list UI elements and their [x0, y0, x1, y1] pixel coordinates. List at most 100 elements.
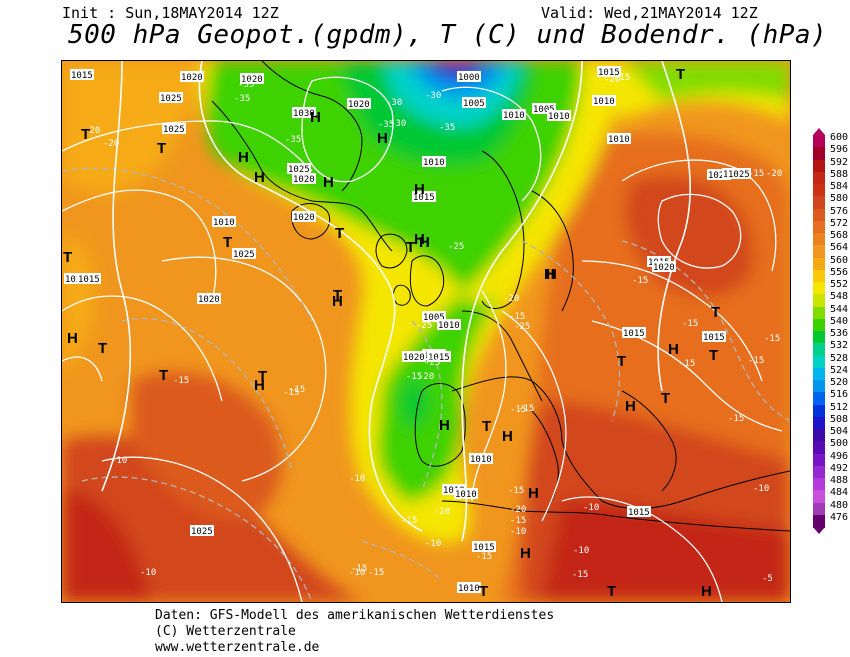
legend-value: 528 [830, 352, 849, 364]
pressure-label: 1015 [597, 66, 621, 78]
pressure-label-text: 1010 [593, 97, 615, 107]
legend-swatch [813, 196, 825, 209]
temperature-label: -15 [368, 568, 384, 578]
legend-swatch [813, 331, 825, 344]
pressure-label-box [627, 506, 651, 517]
temperature-label: -15 [173, 376, 189, 386]
high-pressure-marker: H [544, 266, 555, 283]
copyright: (C) Wetterzentrale [155, 624, 296, 639]
legend-value: 504 [830, 426, 849, 437]
pressure-label-box [532, 103, 556, 114]
temperature-label: -25 [514, 322, 530, 332]
temperature-label: -15 [572, 570, 588, 580]
low-pressure-marker: T [63, 249, 72, 266]
pressure-label-text: 1025 [160, 94, 182, 104]
legend-swatch [813, 233, 825, 246]
pressure-label-text: 1025 [65, 275, 87, 285]
high-pressure-marker: H [419, 234, 430, 251]
pressure-label-box [472, 541, 496, 552]
temperature-label: -10 [753, 484, 769, 494]
low-pressure-marker: T [709, 347, 718, 364]
legend-swatch [813, 514, 825, 528]
isotherm-7 [361, 540, 443, 582]
pressure-label: 1010 [592, 95, 616, 107]
temperature-label: -15 [289, 385, 305, 395]
pressure-label: 1020 [652, 261, 676, 273]
temperature-label: -10 [425, 539, 441, 549]
low-pressure-marker: T [711, 304, 720, 321]
temperature-label: -25 [448, 242, 464, 252]
pressure-label-box [502, 109, 526, 120]
legend-value: 600 [830, 132, 849, 143]
pressure-label-text: 1015 [473, 543, 495, 553]
field-sw-core [132, 371, 282, 521]
pressure-label: 1010 [502, 109, 526, 121]
field-africa [542, 501, 790, 602]
legend-swatch [813, 135, 825, 148]
legend-swatch [813, 429, 825, 442]
pressure-label-box [162, 123, 186, 134]
pressure-label-text: 1010 [458, 584, 480, 594]
pressure-label-box [159, 92, 183, 103]
legend-swatch [813, 245, 825, 258]
legend-value: 588 [830, 168, 849, 180]
coast-north-africa [441, 500, 790, 532]
legend-swatch [813, 453, 825, 467]
temperature-label: -25 [424, 358, 440, 368]
pressure-label-box [462, 97, 486, 108]
contour-2 [461, 61, 583, 542]
isobar-7 [501, 310, 567, 522]
temperature-label: -15 [510, 405, 526, 415]
pressure-label-text: 1010 [455, 490, 477, 500]
pressure-label: 1010 [437, 319, 461, 331]
high-pressure-marker: H [546, 266, 557, 283]
temperature-label: -5 [762, 574, 773, 584]
pressure-label: 1015 [412, 191, 436, 203]
temperature-label: -10 [349, 568, 365, 578]
low-pressure-marker: T [617, 353, 626, 370]
pressure-label-box [422, 156, 446, 167]
website: www.wetterzentrale.de [155, 640, 320, 655]
legend-swatch [813, 282, 825, 295]
low-pressure-marker: T [159, 367, 168, 384]
legend-value: 548 [830, 291, 849, 303]
pressure-label-text: 1010 [503, 111, 525, 121]
pressure-label-box [427, 351, 451, 362]
legend-swatch [813, 392, 825, 405]
pressure-label: 1020 [180, 71, 204, 83]
pressure-label-box [422, 311, 446, 322]
temperature-label: -15 [748, 169, 764, 179]
pressure-label-text: 1010 [548, 112, 570, 122]
coast-ireland [393, 284, 411, 306]
low-pressure-marker: T [258, 368, 267, 385]
pressure-label-box [212, 216, 236, 227]
legend-value: 540 [830, 315, 849, 327]
pressure-label-text: 1020 [293, 213, 315, 223]
pressure-label: 1010 [457, 582, 481, 594]
pressure-label: 1005 [462, 97, 486, 109]
high-pressure-marker: H [254, 169, 265, 186]
legend-swatch [813, 404, 825, 418]
field-ne-green [622, 61, 790, 101]
pressure-label-box [607, 133, 631, 144]
pressure-label-text: 1015 [413, 193, 435, 203]
legend-swatch [813, 294, 825, 307]
legend-value: 508 [830, 413, 849, 425]
pressure-label: 1030 [292, 107, 316, 119]
temperature-label: -15 [406, 372, 422, 382]
low-pressure-marker: T [223, 234, 232, 251]
pressure-label: 1025 [287, 163, 311, 175]
pressure-label-box [287, 163, 311, 174]
low-pressure-marker: T [482, 418, 491, 435]
pressure-label-text: 1020 [198, 295, 220, 305]
coast-north-sea [461, 310, 543, 402]
temperature-label: -10 [349, 474, 365, 484]
high-pressure-marker: H [701, 583, 712, 600]
pressure-label-text: 1010 [470, 455, 492, 465]
pressure-label-box [190, 525, 214, 536]
pressure-label-text: 1005 [463, 99, 485, 109]
legend-value: 516 [830, 389, 849, 401]
legend-swatch [813, 220, 825, 234]
pressure-label-text: 1015 [703, 333, 725, 343]
legend-swatch [813, 208, 825, 222]
